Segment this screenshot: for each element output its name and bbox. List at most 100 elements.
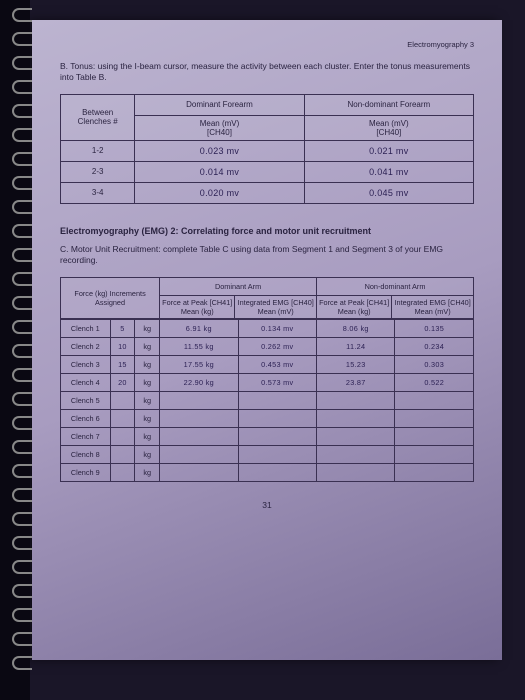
table-row: Clench 7 kg: [61, 427, 474, 445]
nfp-cell: 8.06 kg: [317, 319, 395, 337]
sh-demg: Integrated EMG [CH40] Mean (mV): [235, 295, 317, 318]
table-row: Clench 315kg17.55 kg0.453 mv15.230.303: [61, 355, 474, 373]
spiral-binding: [0, 0, 30, 700]
sh-nemg: Integrated EMG [CH40] Mean (mV): [392, 295, 474, 318]
kg-unit: kg: [135, 319, 160, 337]
clench-label: Clench 7: [61, 427, 111, 445]
nemg-cell: [395, 427, 474, 445]
kg-val: 10: [110, 337, 135, 355]
nemg-cell: [395, 445, 474, 463]
non-cell: 0.045 mv: [304, 182, 473, 203]
sub-dom: Mean (mV)[CH40]: [135, 115, 304, 140]
clench-label: Clench 1: [61, 319, 111, 337]
table-row: Clench 6kg: [61, 409, 474, 427]
kg-unit: kg: [135, 355, 160, 373]
table-row: Clench 15kg6.91 kg0.134 mv8.06 kg0.135: [61, 319, 474, 337]
emg2-title: Electromyography (EMG) 2: Correlating fo…: [60, 226, 474, 236]
kg-val: 20: [110, 373, 135, 391]
sh-dfp: Force at Peak [CH41] Mean (kg): [160, 295, 235, 318]
col-non-arm: Non-dominant Arm: [317, 277, 474, 295]
kg-val: [110, 427, 135, 445]
course-header: Electromyography 3: [60, 40, 474, 49]
kg-val: [110, 409, 135, 427]
col-force-incr: Force (kg) Increments Assigned: [61, 277, 160, 318]
kg-unit: kg: [135, 391, 160, 409]
table-row: Clench 9kg: [61, 463, 474, 481]
nfp-cell: [317, 427, 395, 445]
kg-val: [110, 463, 135, 481]
demg-cell: [238, 463, 316, 481]
page-number: 31: [60, 500, 474, 510]
kg-unit: kg: [135, 409, 160, 427]
table-row: 2-3 0.014 mv 0.041 mv: [61, 161, 474, 182]
col-dominant: Dominant Forearm: [135, 94, 304, 115]
col-between: Between Clenches #: [61, 94, 135, 140]
clench-label: Clench 8: [61, 445, 111, 463]
table-b: Between Clenches # Dominant Forearm Non-…: [60, 94, 474, 204]
dom-cell: 0.023 mv: [135, 140, 304, 161]
nfp-cell: [317, 463, 395, 481]
kg-val: 15: [110, 355, 135, 373]
section-b-label: B.: [60, 61, 68, 71]
section-b-text: Tonus: using the I-beam cursor, measure …: [60, 61, 470, 82]
nfp-cell: 23.87: [317, 373, 395, 391]
dom-cell: 0.020 mv: [135, 182, 304, 203]
dfp-cell: [160, 391, 238, 409]
dfp-cell: [160, 427, 238, 445]
nfp-cell: [317, 391, 395, 409]
nemg-cell: 0.234: [395, 337, 474, 355]
dfp-cell: 6.91 kg: [160, 319, 238, 337]
section-c-label: C.: [60, 244, 69, 254]
nfp-cell: 11.24: [317, 337, 395, 355]
col-nondominant: Non-dominant Forearm: [304, 94, 473, 115]
table-row: Force (kg) Increments Assigned Dominant …: [61, 277, 474, 295]
worksheet-page: Electromyography 3 B. Tonus: using the I…: [32, 20, 502, 660]
table-row: Clench 420kg22.90 kg0.573 mv23.870.522: [61, 373, 474, 391]
table-row: 3-4 0.020 mv 0.045 mv: [61, 182, 474, 203]
nfp-cell: 15.23: [317, 355, 395, 373]
kg-unit: kg: [135, 445, 160, 463]
table-row: Between Clenches # Dominant Forearm Non-…: [61, 94, 474, 115]
nemg-cell: [395, 391, 474, 409]
kg-unit: kg: [135, 427, 160, 445]
sub-non: Mean (mV)[CH40]: [304, 115, 473, 140]
demg-cell: [238, 427, 316, 445]
non-cell: 0.041 mv: [304, 161, 473, 182]
nemg-cell: 0.303: [395, 355, 474, 373]
nemg-cell: 0.135: [395, 319, 474, 337]
nfp-cell: [317, 409, 395, 427]
demg-cell: 0.573 mv: [238, 373, 316, 391]
table-row: Clench 210kg11.55 kg0.262 mv11.240.234: [61, 337, 474, 355]
dfp-cell: 22.90 kg: [160, 373, 238, 391]
nemg-cell: [395, 463, 474, 481]
table-row: Clench 8 kg: [61, 445, 474, 463]
dfp-cell: 11.55 kg: [160, 337, 238, 355]
section-c-instruction: C. Motor Unit Recruitment: complete Tabl…: [60, 244, 474, 267]
demg-cell: [238, 445, 316, 463]
nemg-cell: 0.522: [395, 373, 474, 391]
demg-cell: 0.262 mv: [238, 337, 316, 355]
range-cell: 3-4: [61, 182, 135, 203]
dfp-cell: [160, 409, 238, 427]
demg-cell: [238, 391, 316, 409]
dfp-cell: [160, 463, 238, 481]
clench-label: Clench 3: [61, 355, 111, 373]
nfp-cell: [317, 445, 395, 463]
kg-unit: kg: [135, 337, 160, 355]
col-dom-arm: Dominant Arm: [160, 277, 317, 295]
clench-label: Clench 2: [61, 337, 111, 355]
sh-nfp: Force at Peak [CH41] Mean (kg): [317, 295, 392, 318]
demg-cell: 0.453 mv: [238, 355, 316, 373]
demg-cell: [238, 409, 316, 427]
dfp-cell: [160, 445, 238, 463]
non-cell: 0.021 mv: [304, 140, 473, 161]
kg-unit: kg: [135, 463, 160, 481]
range-cell: 2-3: [61, 161, 135, 182]
nemg-cell: [395, 409, 474, 427]
clench-label: Clench 5: [61, 391, 111, 409]
kg-unit: kg: [135, 373, 160, 391]
section-c-text: Motor Unit Recruitment: complete Table C…: [60, 244, 443, 265]
table-c: Force (kg) Increments Assigned Dominant …: [60, 277, 474, 319]
clench-label: Clench 4: [61, 373, 111, 391]
kg-val: 5: [110, 319, 135, 337]
